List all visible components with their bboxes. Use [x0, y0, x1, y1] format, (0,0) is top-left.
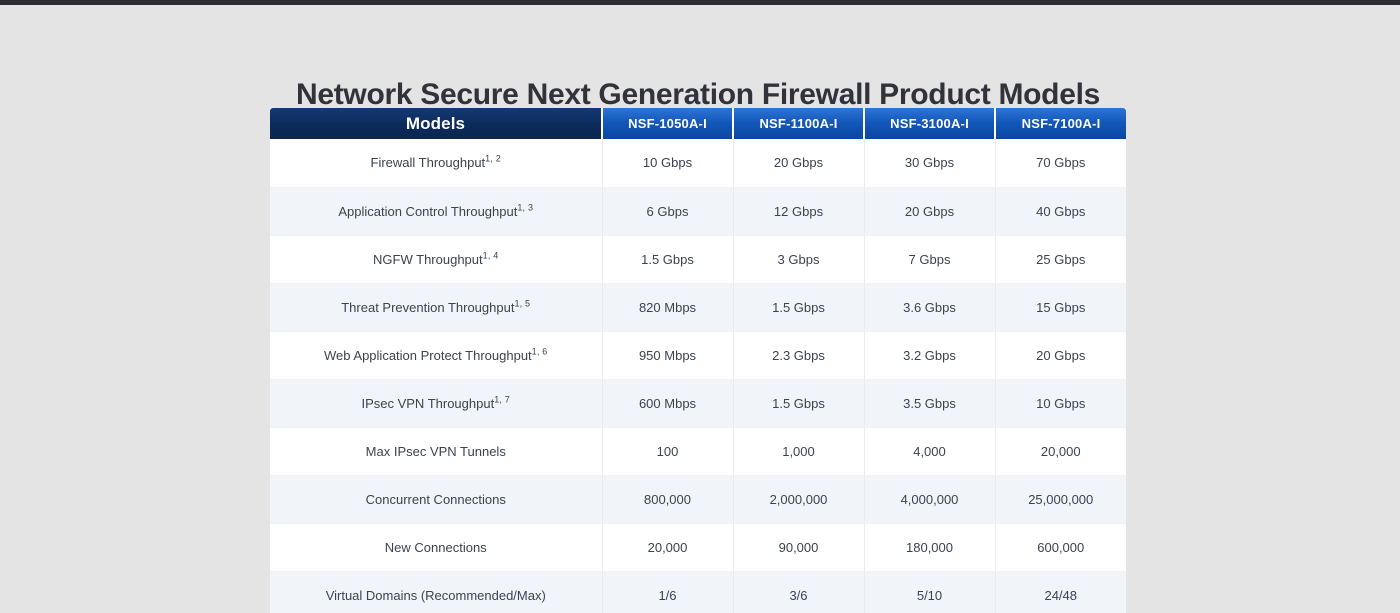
spec-label-cell: Virtual Domains (Recommended/Max)	[270, 571, 603, 613]
spec-value-cell: 1/6	[602, 571, 734, 613]
spec-value-cell: 1.5 Gbps	[733, 379, 865, 428]
spec-value-cell: 25,000,000	[995, 475, 1126, 524]
spec-value-cell: 800,000	[602, 475, 734, 524]
spec-value-cell: 180,000	[864, 523, 996, 572]
column-header-models: Models	[270, 108, 602, 139]
spec-table-container: Models NSF-1050A-I NSF-1100A-I NSF-3100A…	[270, 108, 1126, 613]
spec-value-cell: 20 Gbps	[995, 331, 1126, 380]
footnote-reference: 1, 3	[517, 202, 534, 213]
table-row: Concurrent Connections 800,000 2,000,000 4,…	[270, 475, 1126, 524]
product-spec-table: Models NSF-1050A-I NSF-1100A-I NSF-3100A…	[270, 108, 1126, 613]
table-header-row: Models NSF-1050A-I NSF-1100A-I NSF-3100A…	[270, 108, 1126, 139]
spec-value-cell: 3.2 Gbps	[864, 331, 996, 380]
spec-value-cell: 820 Mbps	[602, 283, 734, 332]
column-header-nsf-1100a-i: NSF-1100A-I	[732, 108, 864, 139]
footnote-reference: 1, 5	[514, 298, 531, 309]
spec-value-cell: 12 Gbps	[733, 187, 865, 236]
table-body: Firewall Throughput1, 2 10 Gbps 20 Gbps 30 …	[270, 139, 1126, 613]
spec-value-cell: 1,000	[733, 427, 865, 476]
spec-value-cell: 20 Gbps	[864, 187, 996, 236]
table-row: Virtual Domains (Recommended/Max) 1/6 3/6 5…	[270, 571, 1126, 613]
spec-label-cell: Firewall Throughput1, 2	[270, 139, 603, 188]
spec-value-cell: 3.6 Gbps	[864, 283, 996, 332]
spec-label-cell: Concurrent Connections	[270, 475, 603, 524]
spec-value-cell: 3 Gbps	[733, 235, 865, 284]
spec-value-cell: 15 Gbps	[995, 283, 1126, 332]
page-title: Network Secure Next Generation Firewall …	[295, 78, 1100, 112]
footnote-reference: 1, 2	[485, 153, 501, 164]
footnote-reference: 1, 6	[531, 346, 548, 357]
spec-value-cell: 7 Gbps	[864, 235, 996, 284]
table-row: New Connections 20,000 90,000 180,000 600,00…	[270, 523, 1126, 572]
spec-label-cell: Web Application Protect Throughput1, 6	[270, 331, 603, 380]
spec-value-cell: 20,000	[602, 523, 734, 572]
footnote-reference: 1, 7	[494, 394, 511, 405]
column-header-nsf-1050a-i: NSF-1050A-I	[601, 108, 733, 139]
spec-value-cell: 3.5 Gbps	[864, 379, 996, 428]
spec-value-cell: 10 Gbps	[602, 139, 734, 188]
spec-value-cell: 30 Gbps	[864, 139, 996, 188]
page-content: Network Secure Next Generation Firewall …	[0, 5, 1400, 613]
spec-value-cell: 20,000	[995, 427, 1126, 476]
table-header: Models NSF-1050A-I NSF-1100A-I NSF-3100A…	[270, 108, 1126, 139]
spec-value-cell: 24/48	[995, 571, 1126, 613]
spec-value-cell: 600 Mbps	[602, 379, 734, 428]
spec-label-cell: NGFW Throughput1, 4	[270, 235, 603, 284]
spec-value-cell: 90,000	[733, 523, 865, 572]
spec-value-cell: 5/10	[864, 571, 996, 613]
spec-value-cell: 950 Mbps	[602, 331, 734, 380]
spec-value-cell: 2,000,000	[733, 475, 865, 524]
spec-value-cell: 2.3 Gbps	[733, 331, 865, 380]
spec-value-cell: 40 Gbps	[995, 187, 1126, 236]
spec-label-cell: Application Control Throughput1, 3	[270, 187, 603, 236]
table-row: IPsec VPN Throughput1, 7 600 Mbps 1.5 Gbps…	[270, 379, 1126, 428]
spec-value-cell: 1.5 Gbps	[733, 283, 865, 332]
spec-value-cell: 100	[602, 427, 734, 476]
table-row: Max IPsec VPN Tunnels 100 1,000 4,000 20,000	[270, 427, 1126, 476]
column-header-nsf-7100a-i: NSF-7100A-I	[994, 108, 1126, 139]
spec-value-cell: 70 Gbps	[995, 139, 1126, 188]
spec-value-cell: 20 Gbps	[733, 139, 865, 188]
column-header-nsf-3100a-i: NSF-3100A-I	[863, 108, 995, 139]
spec-value-cell: 4,000,000	[864, 475, 996, 524]
browser-chrome-strip	[0, 0, 1400, 5]
spec-value-cell: 4,000	[864, 427, 996, 476]
spec-value-cell: 3/6	[733, 571, 865, 613]
spec-value-cell: 1.5 Gbps	[602, 235, 734, 284]
spec-value-cell: 10 Gbps	[995, 379, 1126, 428]
table-row: Threat Prevention Throughput1, 5 820 Mbps…	[270, 283, 1126, 332]
spec-value-cell: 25 Gbps	[995, 235, 1126, 284]
table-row: Web Application Protect Throughput1, 6 95…	[270, 331, 1126, 380]
spec-value-cell: 6 Gbps	[602, 187, 734, 236]
table-row: Firewall Throughput1, 2 10 Gbps 20 Gbps 30 …	[270, 139, 1126, 188]
table-row: NGFW Throughput1, 4 1.5 Gbps 3 Gbps 7 Gbps 2…	[270, 235, 1126, 284]
footnote-reference: 1, 4	[482, 250, 499, 261]
spec-value-cell: 600,000	[995, 523, 1126, 572]
spec-label-cell: Max IPsec VPN Tunnels	[270, 427, 603, 476]
spec-label-cell: IPsec VPN Throughput1, 7	[270, 379, 603, 428]
spec-label-cell: Threat Prevention Throughput1, 5	[270, 283, 603, 332]
spec-label-cell: New Connections	[270, 523, 603, 572]
